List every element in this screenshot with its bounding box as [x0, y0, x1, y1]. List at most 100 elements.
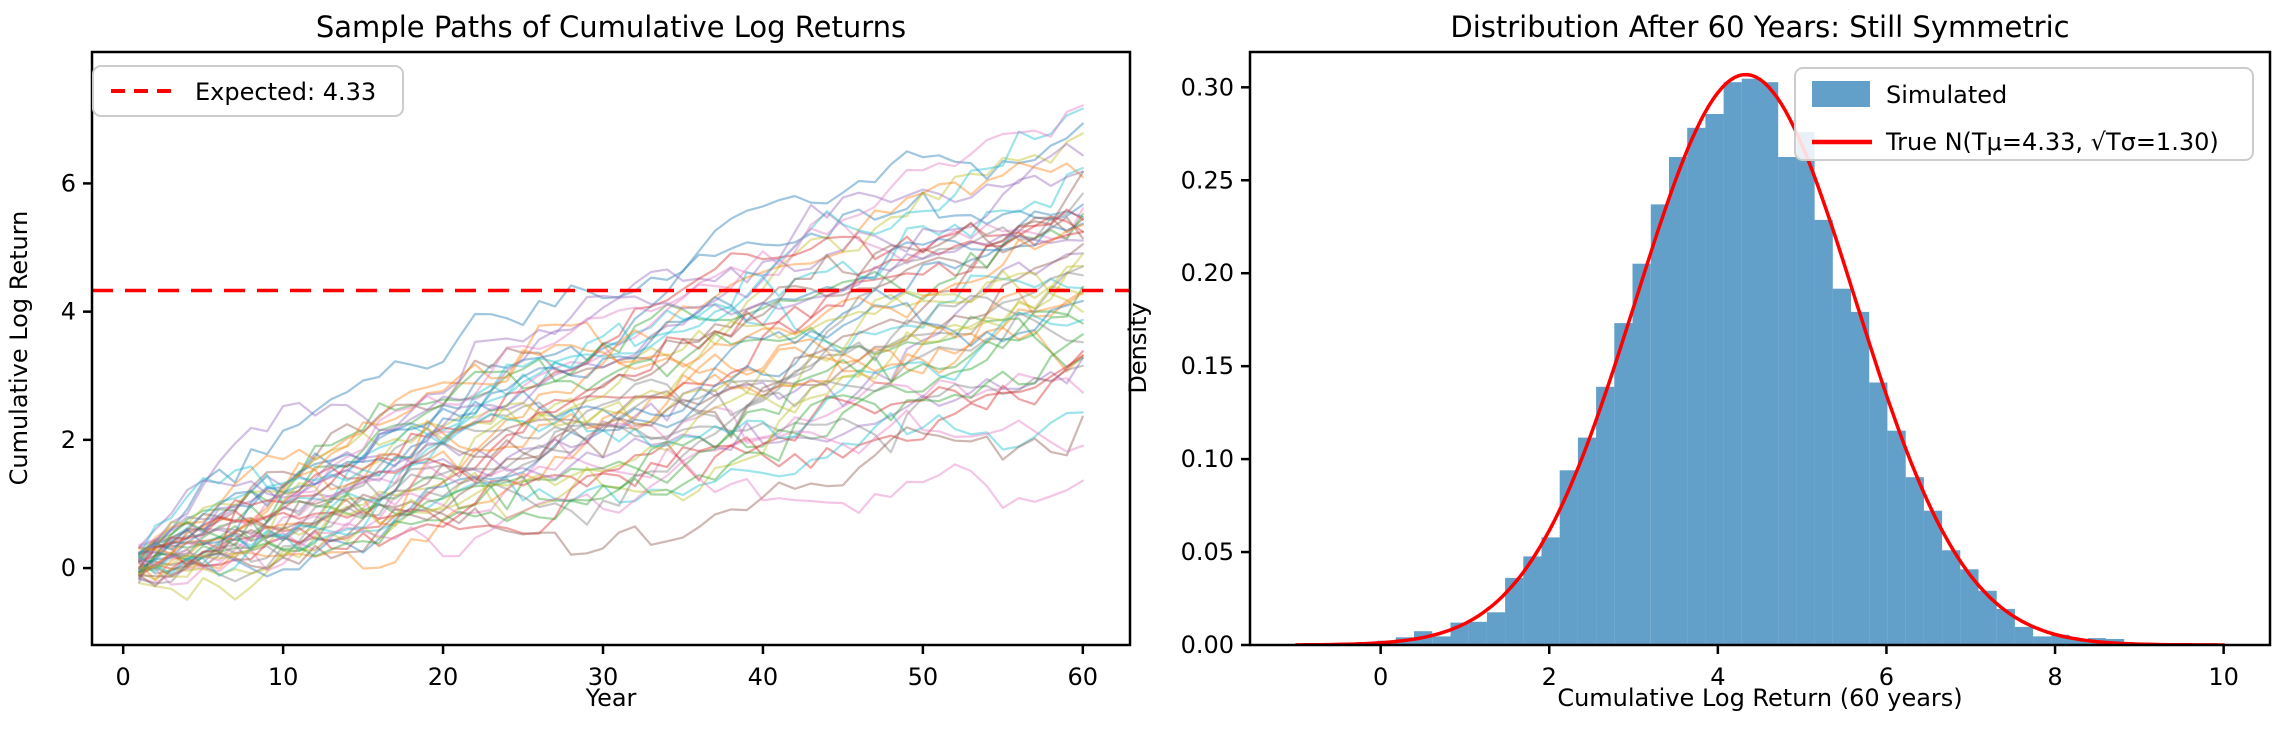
sample-path [138, 310, 1084, 575]
sample-path [138, 252, 1084, 549]
sample-path [138, 208, 1084, 570]
right-chart-title: Distribution After 60 Years: Still Symme… [1450, 10, 2069, 44]
left-xtick-label: 10 [268, 663, 299, 691]
right-plot-border [1248, 50, 2272, 647]
histogram-bar [1942, 550, 1961, 645]
sample-paths-group [138, 104, 1084, 601]
histogram-bar [1832, 288, 1852, 645]
histogram-bar [1541, 537, 1560, 645]
histogram-bar [1669, 157, 1688, 645]
histogram-bar [1887, 430, 1906, 645]
sample-path [138, 299, 1084, 573]
right-xtick-label: 6 [1879, 663, 1894, 691]
histogram-bar [1960, 569, 1979, 645]
sample-path [138, 269, 1084, 601]
sample-path [138, 132, 1084, 578]
sample-path [138, 350, 1084, 578]
histogram-bar [1923, 510, 1943, 645]
histogram-bar [1687, 127, 1706, 645]
left-chart: Sample Paths of Cumulative Log Returns 0… [5, 10, 1132, 712]
sample-path [138, 271, 1084, 551]
left-xaxis-label: Year [585, 684, 637, 712]
normal-curve-group [1294, 72, 2226, 645]
sample-path [138, 411, 1084, 573]
sample-path [138, 315, 1084, 555]
histogram-bar [1741, 78, 1761, 645]
right-legend: Simulated True N(Tμ=4.33, √Tσ=1.30) [1794, 67, 2254, 161]
right-ytick-label: 0.25 [1181, 166, 1234, 194]
sample-path [138, 142, 1084, 570]
left-legend-label: Expected: 4.33 [195, 78, 376, 106]
sample-path [138, 291, 1084, 582]
sample-path [138, 243, 1084, 568]
sample-path [138, 354, 1084, 574]
histogram-bar [1851, 311, 1870, 645]
true-normal-curve [1294, 72, 2226, 645]
left-plot-border [90, 50, 1132, 647]
sample-path [138, 207, 1084, 586]
sample-path [138, 233, 1084, 549]
sample-path [138, 222, 1084, 555]
left-xtick-label: 0 [116, 663, 131, 691]
sample-path [138, 415, 1084, 561]
sample-path [138, 223, 1084, 555]
left-chart-title: Sample Paths of Cumulative Log Returns [316, 10, 906, 44]
left-yaxis-label: Cumulative Log Return [5, 211, 33, 486]
right-legend-label-true-normal: True N(Tμ=4.33, √Tσ=1.30) [1885, 128, 2219, 156]
sample-path [138, 166, 1084, 563]
right-yaxis-label: Density [1124, 302, 1152, 393]
sample-path [138, 372, 1084, 584]
sample-path [138, 252, 1084, 582]
left-axis-ticks: 0 10 20 30 40 50 60 0 2 4 6 [61, 169, 1098, 691]
sample-path [138, 264, 1084, 570]
left-ytick-label: 4 [61, 298, 76, 326]
histogram-bar [1577, 437, 1597, 645]
left-ytick-label: 6 [61, 169, 76, 197]
sample-path [138, 191, 1084, 571]
sample-path [138, 161, 1084, 576]
right-legend-box [1794, 67, 2254, 161]
sample-path [138, 216, 1084, 573]
histogram-bar [2069, 639, 2088, 645]
histogram-bars-group [1323, 78, 2198, 645]
sample-path [138, 333, 1084, 580]
histogram-bar [1796, 132, 1815, 645]
left-legend: Expected: 4.33 [92, 65, 404, 117]
left-xtick-label: 40 [748, 663, 779, 691]
left-xtick-label: 50 [908, 663, 939, 691]
histogram-bar [1814, 219, 1833, 645]
histogram-bar [1650, 204, 1670, 645]
sample-path [138, 356, 1084, 557]
right-xtick-label: 8 [2047, 663, 2062, 691]
sample-path [138, 170, 1084, 584]
histogram-bar [1996, 608, 2015, 645]
histogram-bar [1505, 577, 1524, 645]
histogram-bar [1723, 82, 1742, 645]
sample-path [138, 459, 1084, 572]
histogram-bar [1596, 386, 1615, 645]
left-legend-box [92, 65, 404, 117]
left-xtick-label: 30 [588, 663, 619, 691]
histogram-bar [1614, 323, 1633, 645]
right-xtick-label: 0 [1373, 663, 1388, 691]
histogram-bar [1778, 157, 1797, 645]
right-legend-label-simulated: Simulated [1886, 81, 2007, 109]
sample-path [138, 216, 1084, 588]
histogram-legend-patch [1812, 81, 1870, 107]
sample-path [138, 364, 1084, 585]
sample-path [138, 213, 1084, 574]
histogram-bar [1559, 470, 1578, 645]
right-chart: Distribution After 60 Years: Still Symme… [1124, 10, 2272, 712]
sample-path [138, 171, 1084, 578]
sample-path [138, 122, 1084, 557]
sample-path [138, 290, 1084, 560]
sample-path [138, 265, 1084, 575]
histogram-bar [2051, 634, 2070, 645]
sample-path [138, 274, 1084, 560]
sample-path [138, 192, 1084, 576]
histogram-bar [1905, 477, 1924, 645]
sample-path [138, 271, 1084, 554]
right-ytick-label: 0.10 [1181, 445, 1234, 473]
sample-path [138, 222, 1084, 563]
